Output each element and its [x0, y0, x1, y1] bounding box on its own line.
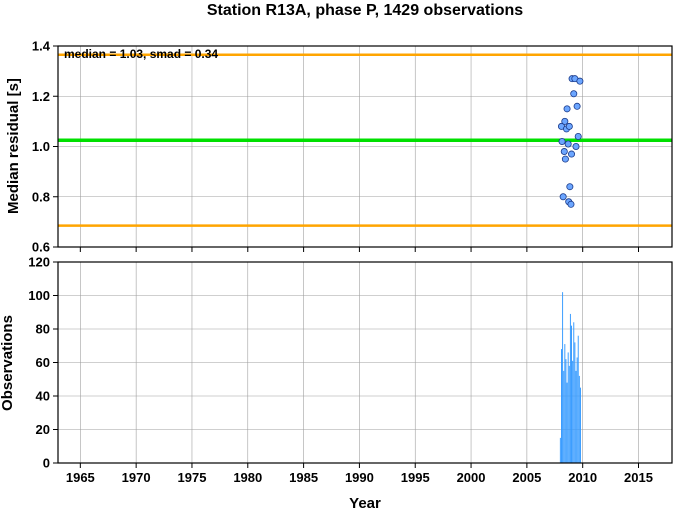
top-y-tick-label: 1.2 [32, 89, 50, 104]
bottom-x-tick-label: 1970 [122, 470, 151, 485]
residual-point [573, 102, 581, 110]
observation-bar [564, 344, 566, 463]
residual-point [566, 183, 574, 191]
stats-annotation: median = 1.03, smad = 0.34 [64, 47, 218, 61]
observation-bar [562, 292, 564, 463]
bottom-x-tick-label: 2015 [624, 470, 653, 485]
observation-bar [567, 352, 569, 463]
observation-bar [565, 359, 567, 463]
top-y-ticks: 0.6 0.8 1.0 1.2 1.4 [32, 39, 58, 255]
top-y-tick-label: 1.4 [32, 39, 51, 54]
observation-bar [575, 370, 577, 463]
top-plot-frame [57, 45, 673, 248]
residual-point [558, 137, 566, 145]
bottom-x-tick-label: 2005 [512, 470, 541, 485]
bottom-y-tick-label: 120 [28, 255, 50, 270]
top-y-tick-label: 0.6 [32, 240, 50, 255]
top-x-ticks [79, 247, 640, 252]
observation-bar [576, 357, 578, 463]
bottom-plot-frame [57, 261, 673, 464]
residual-point [559, 193, 567, 201]
residual-point [563, 105, 571, 113]
bottom-x-tick-label: 1990 [345, 470, 374, 485]
observation-bar [573, 322, 575, 463]
top-grid [58, 45, 672, 248]
bottom-y-tick-label: 60 [36, 355, 50, 370]
top-y-tick-label: 0.8 [32, 189, 50, 204]
residual-point [561, 155, 569, 163]
bottom-y-tick-label: 100 [28, 288, 50, 303]
residual-point [564, 140, 572, 148]
observation-bar [568, 365, 570, 463]
residual-point [560, 148, 568, 156]
observation-bar [571, 325, 573, 463]
top-reference-lines [58, 53, 672, 227]
bottom-y-axis-label: Observations [0, 315, 16, 411]
residual-point [572, 142, 580, 150]
top-y-tick-label: 1.0 [32, 139, 50, 154]
chart-title: Station R13A, phase P, 1429 observations [207, 2, 523, 19]
bottom-x-tick-label: 1995 [401, 470, 430, 485]
observation-bar [574, 342, 576, 463]
observation-bar [566, 382, 568, 463]
residual-point [567, 200, 575, 208]
observation-bar [577, 335, 579, 463]
observation-bar [559, 437, 561, 463]
bottom-x-tick-label: 1980 [233, 470, 262, 485]
residual-point [561, 117, 569, 125]
bottom-y-tick-label: 20 [36, 422, 50, 437]
bottom-y-tick-label: 80 [36, 322, 50, 337]
bottom-x-ticks: 1965 1970 1975 1980 1985 1990 1995 2000 2005 2010… [66, 463, 653, 485]
top-points [557, 75, 584, 208]
bottom-x-tick-label: 2010 [568, 470, 597, 485]
observation-bar [579, 387, 581, 463]
residual-point [565, 122, 573, 130]
residual-point [570, 90, 578, 98]
residual-point [576, 77, 584, 85]
bottom-x-tick-label: 1965 [66, 470, 95, 485]
top-y-axis-label: Median residual [s] [5, 78, 22, 214]
observation-bar [578, 375, 580, 463]
residual-point [568, 150, 576, 158]
observation-bar [569, 313, 571, 463]
bottom-x-tick-label: 1985 [289, 470, 318, 485]
bottom-y-ticks: 0 20 40 60 80 100 120 [28, 255, 58, 471]
observation-bar [561, 349, 562, 463]
bottom-x-tick-label: 2000 [457, 470, 486, 485]
bottom-x-tick-label: 1975 [178, 470, 207, 485]
observation-bar [563, 370, 565, 463]
residual-point [574, 132, 582, 140]
observation-bar [572, 360, 574, 463]
bottom-bars [559, 292, 581, 463]
x-axis-label: Year [349, 495, 381, 511]
bottom-y-tick-label: 0 [43, 456, 50, 471]
bottom-grid [58, 261, 672, 464]
bottom-y-tick-label: 40 [36, 389, 50, 404]
